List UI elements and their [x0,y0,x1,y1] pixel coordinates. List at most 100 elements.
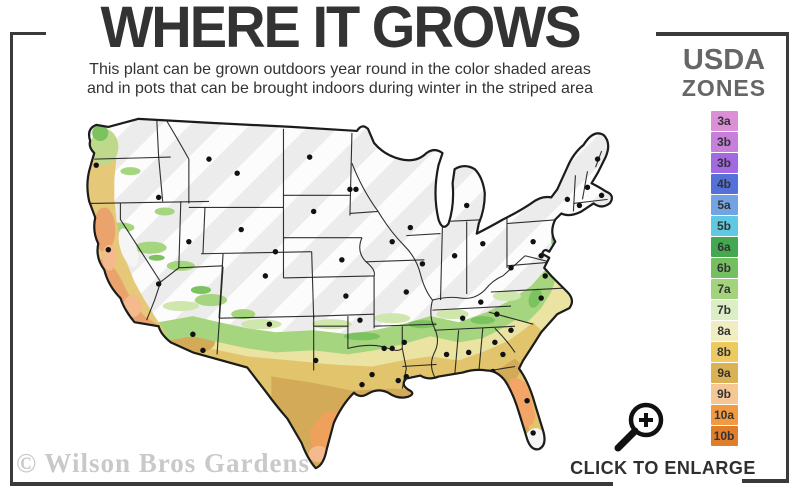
green-patch-west [166,260,195,271]
green-patch-west [194,294,228,307]
city-dot [186,238,192,245]
city-dot [538,295,544,301]
zone-chip-8b: 8b [710,342,738,362]
city-dot [369,371,375,378]
city-dot [584,184,591,191]
city-dot [234,170,240,176]
zone-chip-6b: 6b [710,258,738,278]
city-dot [306,154,313,160]
city-dot [93,162,99,168]
pale-green-fringe [374,313,411,324]
pale-green-fringe [241,319,282,330]
city-dot [494,311,500,317]
city-dot [480,240,486,247]
zone-chip-6a: 6a [710,237,738,257]
us-outline [86,117,614,470]
frame-border [656,32,789,36]
city-dot [524,398,530,404]
city-dot [357,317,363,323]
norcal-coast-orange [93,207,116,252]
zone-list: 3a 3b 3b 4b 5a 5b 6a 6b 7a 7b 8a 8b 9a 9b 10a 10b [660,111,788,446]
green-patch-west [120,167,141,176]
zone-chip-5a: 5a [710,195,738,215]
city-dots [93,154,605,436]
zone-chip-3b: 3b [710,132,738,152]
city-dot [451,253,458,259]
city-dot [395,377,401,384]
city-dot [389,238,395,245]
zone-chip-9b: 9b [710,384,738,404]
page-title: WHERE IT GROWS [100,0,581,60]
city-dot [200,347,206,354]
click-to-enlarge-label[interactable]: CLICK TO ENLARGE [570,458,756,478]
city-dot [155,281,162,287]
legend-title-2: ZONES [681,75,767,101]
subtitle-line-1: This plant can be grown outdoors year ro… [89,61,591,78]
zone-7a-band [158,225,564,355]
california-salmon-patch [102,244,117,271]
city-dot [262,273,269,279]
city-dot [542,273,548,279]
city-dot [463,202,470,209]
west-coast-strip [87,141,171,341]
magnifier-zoom-icon[interactable] [598,398,678,458]
city-dot [190,331,196,337]
city-dot [425,381,432,388]
pale-green-fringe [162,301,199,312]
usda-zone-map[interactable] [60,106,664,478]
city-dot [272,249,279,255]
zone-chip-3a: 3a [710,111,738,131]
pale-green-fringe [492,290,522,302]
zone-chip-9a: 9a [710,363,738,383]
dark-green-patch [148,254,165,261]
city-dot [419,261,426,267]
city-dot [353,186,359,193]
dark-green-patch [190,285,211,295]
city-dot [206,156,212,162]
dark-green-patch [528,288,542,308]
frame-border [10,482,613,486]
click-to-enlarge[interactable]: CLICK TO ENLARGE [540,398,786,484]
green-patch-west [154,207,175,216]
washington-green [92,124,109,141]
pale-green-fringe [311,319,352,330]
subtitle-line-2: and in pots that can be brought indoors … [86,80,594,97]
city-dot [155,194,162,201]
green-patch-west [231,309,256,320]
sierra-white-patch [118,228,139,268]
city-dot [492,339,498,346]
dark-green-patch [470,316,495,325]
city-dot [238,226,244,233]
us-map-svg [86,117,614,470]
zone-chip-7b: 7b [710,300,738,320]
frame-border [10,32,46,35]
city-dot [359,381,365,388]
city-dot [594,156,601,162]
frame-border [786,32,789,482]
frame-border [742,479,789,483]
city-dot [500,351,506,358]
city-dot [576,202,583,209]
subtitle: This plant can be grown outdoors year ro… [0,60,680,98]
frame-border [10,32,13,485]
city-dot [443,351,450,358]
dark-green-patch [343,332,381,341]
legend-title: USDA [682,44,766,76]
california-salmon-patch [123,295,142,318]
city-dot [564,196,571,203]
zone-chip-8a: 8a [710,321,738,341]
city-dot [403,289,410,295]
zone-chip-5b: 5b [710,216,738,236]
city-dot [459,315,466,321]
socal-coast-orange [100,257,157,325]
city-dot [266,321,273,327]
city-dot [598,192,605,199]
zone-chip-7a: 7a [710,279,738,299]
zone-chip-4b: 4b [710,174,738,194]
city-dot [347,186,353,193]
watermark: © Wilson Bros Gardens [16,448,310,478]
green-patch-west [134,241,167,254]
city-dot [381,345,387,352]
city-dot [478,299,484,305]
